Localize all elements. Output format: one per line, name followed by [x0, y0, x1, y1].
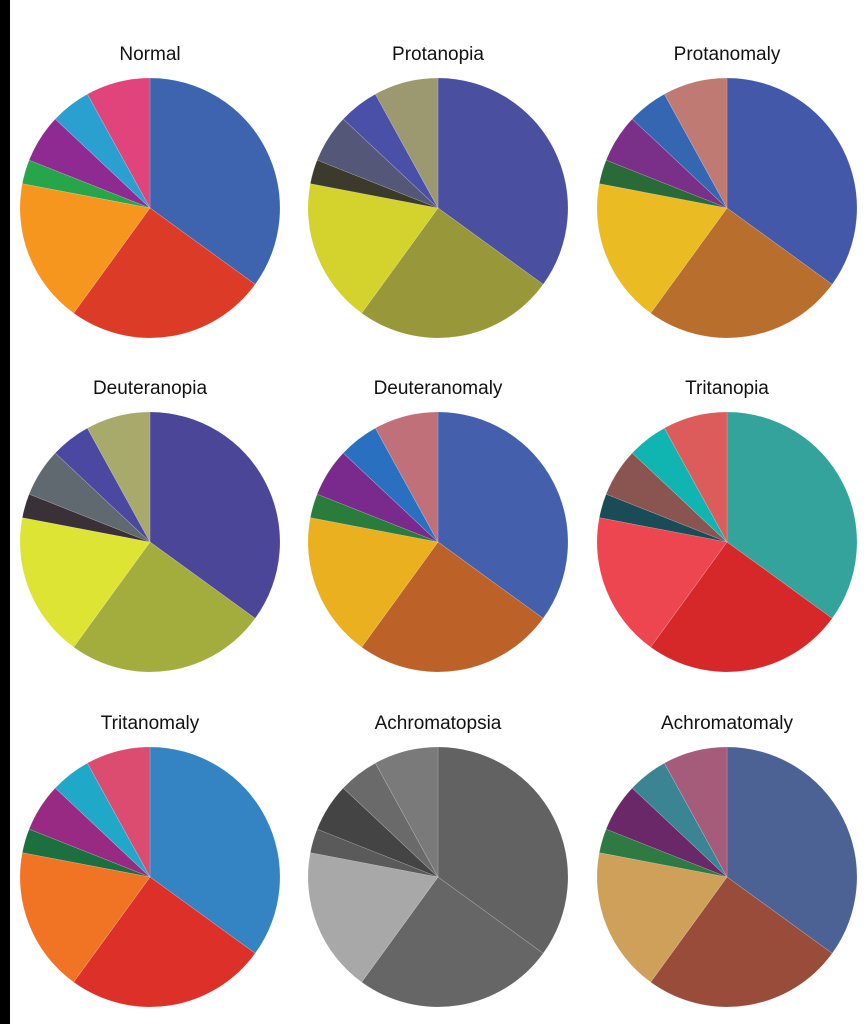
- pie-slice-4: [21, 493, 151, 543]
- pie-slice-4: [598, 159, 728, 209]
- pie-slice-6: [631, 427, 728, 543]
- pie-title: Protanomaly: [674, 44, 781, 65]
- pie-slice-6: [631, 93, 728, 209]
- pie-slice-7: [86, 411, 151, 543]
- pie-slice-5: [605, 452, 728, 543]
- pie-slice-1: [726, 411, 858, 619]
- pie-slice-1: [437, 411, 569, 619]
- pie-slice-1: [149, 77, 281, 285]
- pie-slice-4: [598, 828, 728, 878]
- pie-slice-2: [650, 541, 833, 673]
- pie-achromatomaly: Achromatomaly: [596, 713, 858, 1008]
- pie-slice-6: [54, 93, 151, 209]
- pie-slice-5: [316, 787, 439, 878]
- pie-slice-2: [73, 876, 256, 1008]
- pie-slice-2: [361, 876, 544, 1008]
- pie-slice-4: [309, 159, 439, 209]
- pie-slice-5: [605, 787, 728, 878]
- pie-slice-2: [73, 207, 256, 339]
- pie-slice-6: [631, 762, 728, 878]
- pie-slice-7: [374, 411, 439, 543]
- pie-slice-4: [309, 828, 439, 878]
- pie-slice-1: [437, 77, 569, 285]
- pie-achromatopsia: Achromatopsia: [307, 713, 569, 1008]
- pie-slice-1: [149, 411, 281, 619]
- pie-slice-4: [21, 159, 151, 209]
- pie-deuteranopia: Deuteranopia: [19, 378, 281, 673]
- pie-title: Protanopia: [392, 44, 484, 65]
- pie-title: Tritanomaly: [101, 713, 200, 734]
- pie-slice-6: [342, 93, 439, 209]
- pie-slice-2: [650, 207, 833, 339]
- pie-slice-2: [650, 876, 833, 1008]
- pie-slice-5: [28, 452, 151, 543]
- pie-slice-7: [663, 77, 728, 209]
- pie-deuteranomaly: Deuteranomaly: [307, 378, 569, 673]
- pie-slice-7: [86, 77, 151, 209]
- pie-slice-3: [307, 517, 439, 648]
- pie-slice-3: [596, 183, 728, 314]
- pie-protanopia: Protanopia: [307, 44, 569, 339]
- pie-slice-1: [726, 746, 858, 954]
- pie-slice-1: [149, 746, 281, 954]
- pie-slice-4: [21, 828, 151, 878]
- pie-tritanopia: Tritanopia: [596, 378, 858, 673]
- pie-slice-1: [437, 746, 569, 954]
- pie-slice-7: [663, 411, 728, 543]
- pie-title: Deuteranopia: [93, 378, 208, 399]
- pie-title: Tritanopia: [685, 378, 769, 399]
- pie-slice-7: [374, 746, 439, 878]
- pie-slice-5: [316, 118, 439, 209]
- pie-slice-3: [19, 183, 151, 314]
- pie-slice-4: [309, 493, 439, 543]
- pie-slice-6: [54, 762, 151, 878]
- pie-slice-7: [663, 746, 728, 878]
- pie-title: Achromatomaly: [661, 713, 793, 734]
- pie-protanomaly: Protanomaly: [596, 44, 858, 339]
- pie-title: Normal: [119, 44, 180, 65]
- pie-slice-5: [605, 118, 728, 209]
- left-border-bar: [0, 0, 10, 1024]
- pie-slice-6: [54, 427, 151, 543]
- pie-slice-3: [19, 852, 151, 983]
- pie-slice-5: [316, 452, 439, 543]
- pie-slice-2: [361, 541, 544, 673]
- pie-slice-7: [86, 746, 151, 878]
- pie-slice-3: [307, 183, 439, 314]
- pie-slice-1: [726, 77, 858, 285]
- pie-slice-3: [19, 517, 151, 648]
- pie-slice-2: [73, 541, 256, 673]
- pie-slice-5: [28, 787, 151, 878]
- pie-slice-3: [596, 517, 728, 648]
- pie-slice-4: [598, 493, 728, 543]
- pie-title: Achromatopsia: [375, 713, 502, 734]
- pie-slice-2: [361, 207, 544, 339]
- pie-slice-6: [342, 427, 439, 543]
- pie-slice-3: [596, 852, 728, 983]
- pie-slice-5: [28, 118, 151, 209]
- pie-slice-7: [374, 77, 439, 209]
- pie-slice-6: [342, 762, 439, 878]
- pie-title: Deuteranomaly: [374, 378, 503, 399]
- pie-tritanomaly: Tritanomaly: [19, 713, 281, 1008]
- pie-slice-3: [307, 852, 439, 983]
- pie-normal: Normal: [19, 44, 281, 339]
